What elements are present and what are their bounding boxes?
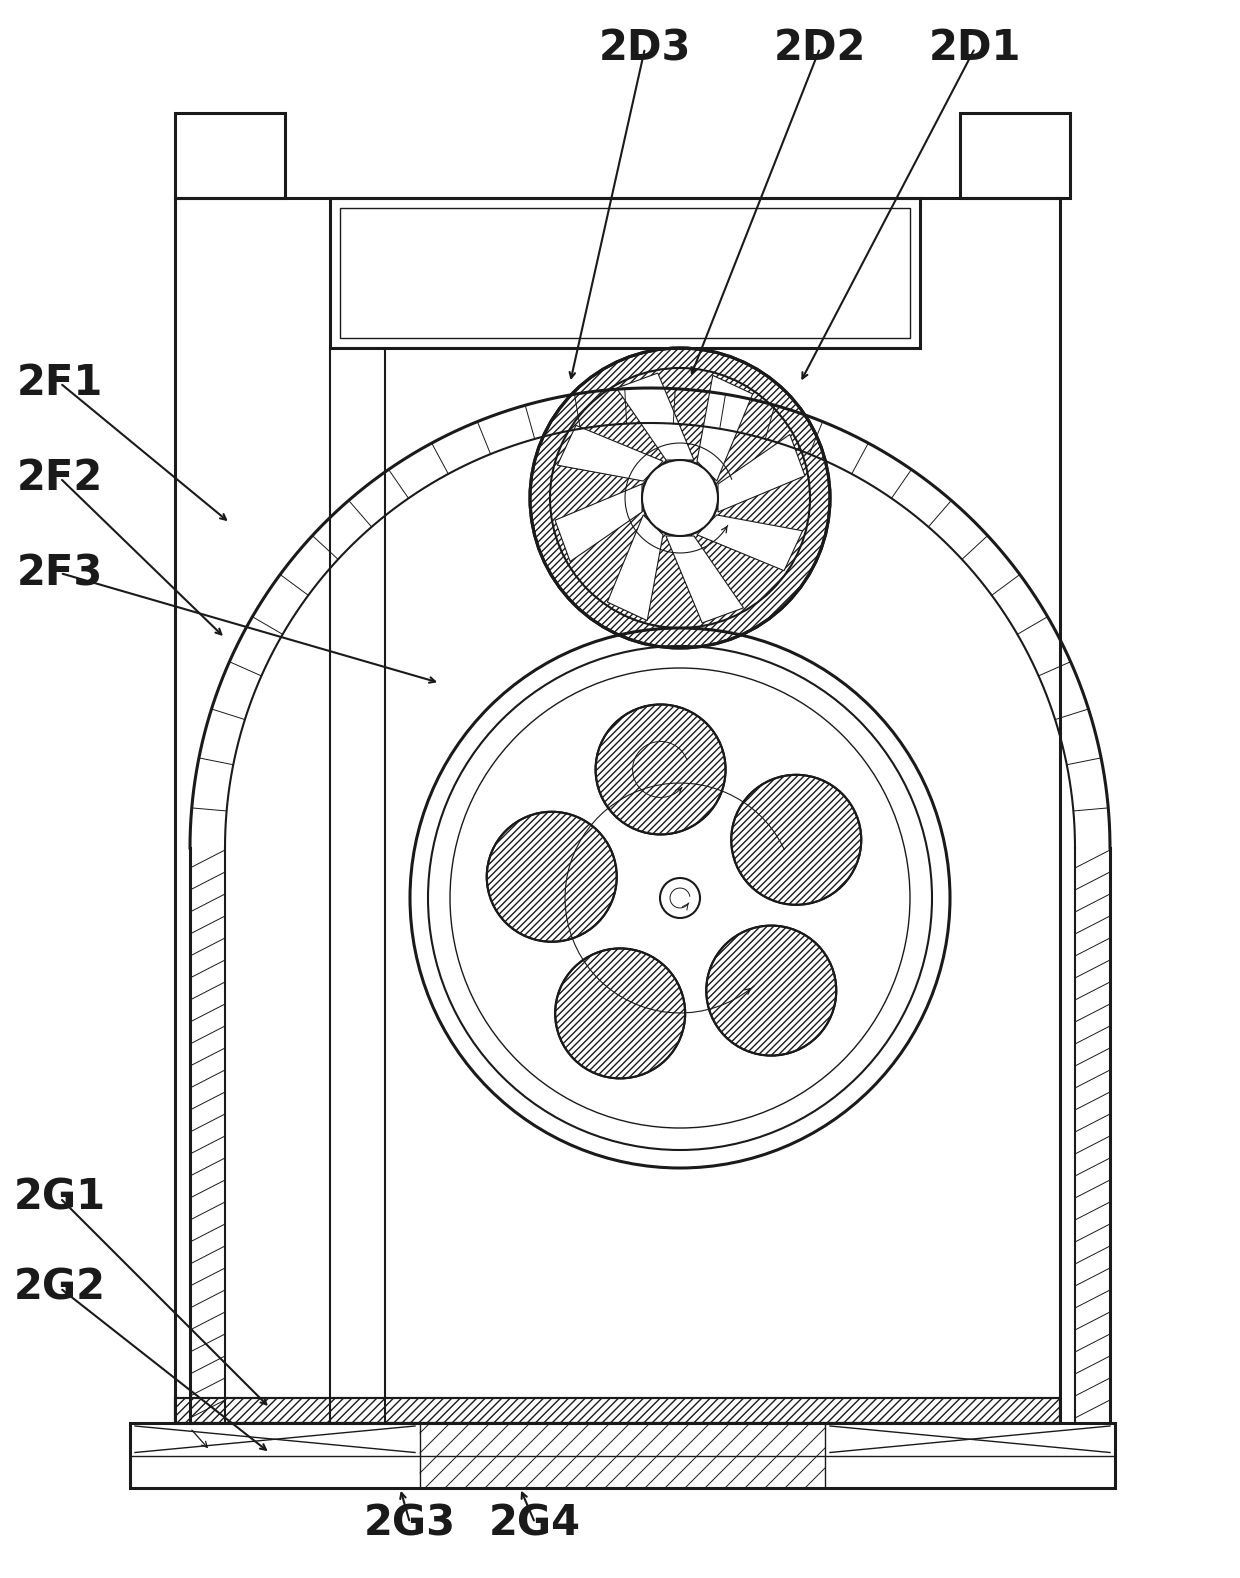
Text: 2G4: 2G4 <box>489 1502 582 1543</box>
Text: 2F1: 2F1 <box>17 361 103 404</box>
Text: 2G2: 2G2 <box>14 1267 105 1310</box>
Bar <box>960 114 1070 197</box>
Text: 2F2: 2F2 <box>17 458 103 499</box>
Circle shape <box>595 704 725 835</box>
Text: 2G3: 2G3 <box>363 1502 456 1543</box>
Text: 2D3: 2D3 <box>599 27 691 69</box>
Text: 2G1: 2G1 <box>14 1177 107 1218</box>
Text: 2D1: 2D1 <box>929 27 1022 69</box>
Circle shape <box>642 461 718 537</box>
Circle shape <box>707 926 836 1056</box>
Circle shape <box>487 811 616 942</box>
Circle shape <box>556 948 686 1078</box>
Polygon shape <box>608 514 663 620</box>
Text: 2D2: 2D2 <box>774 27 867 69</box>
Polygon shape <box>666 537 744 623</box>
Bar <box>175 114 285 197</box>
Polygon shape <box>697 376 753 481</box>
Polygon shape <box>718 434 805 511</box>
Bar <box>340 208 910 338</box>
Polygon shape <box>556 484 642 562</box>
Bar <box>175 1398 1060 1423</box>
Polygon shape <box>558 426 663 481</box>
Bar <box>130 1423 1115 1488</box>
Bar <box>175 1398 1060 1423</box>
Polygon shape <box>697 514 802 571</box>
Circle shape <box>732 775 862 904</box>
Circle shape <box>642 461 718 537</box>
Polygon shape <box>616 372 694 461</box>
Bar <box>330 197 920 349</box>
Text: 2F3: 2F3 <box>17 552 103 593</box>
Bar <box>175 197 1060 1423</box>
